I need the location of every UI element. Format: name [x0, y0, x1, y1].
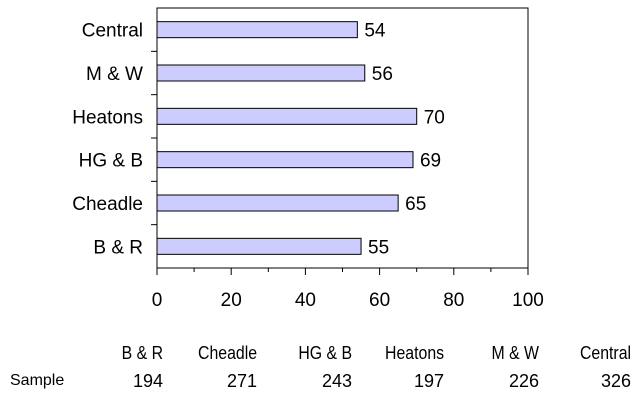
plot-area-frame [156, 7, 529, 269]
x-tick-label: 0 [152, 290, 163, 311]
x-tick-label: 40 [295, 290, 316, 311]
sample-value: 197 [413, 371, 444, 391]
bars-group: 54 56 70 69 65 55 [156, 21, 445, 258]
bar [156, 237, 362, 255]
bar [156, 151, 414, 169]
sample-column-header: Central [579, 343, 631, 363]
category-labels-group: Central M & W Heatons HG & B Cheadle B & R [72, 21, 157, 258]
category-label: B & R [93, 237, 143, 258]
data-label: 69 [420, 151, 441, 172]
category-label: M & W [86, 64, 143, 85]
sample-value: 194 [132, 371, 163, 391]
sample-value: 226 [508, 371, 539, 391]
x-tick-label: 60 [369, 290, 390, 311]
category-label: HG & B [79, 151, 143, 172]
sample-row-label: Sample [10, 372, 65, 389]
category-label: Central [82, 21, 143, 42]
sample-column-header: Cheadle [197, 343, 257, 363]
data-label: 54 [364, 21, 386, 42]
sample-table: Sample B & R 194 Cheadle 271 HG & B 243 Heaton… [0, 340, 642, 398]
bar-chart: 54 56 70 69 65 55 Central M & W Heatons HG & B Ch… [72, 7, 544, 311]
data-label: 56 [372, 64, 393, 85]
sample-value: 243 [321, 371, 352, 391]
x-tick-label: 100 [512, 290, 544, 311]
data-label: 70 [424, 107, 445, 128]
x-tick-label: 20 [221, 290, 242, 311]
sample-column-header: B & R [121, 343, 163, 363]
bar [156, 107, 418, 125]
sample-value: 271 [226, 371, 257, 391]
category-label: Cheadle [72, 194, 143, 215]
sample-column-header: HG & B [298, 343, 352, 363]
bar [156, 21, 358, 39]
bar [156, 194, 399, 212]
category-label: Heatons [72, 107, 143, 128]
data-label: 55 [368, 237, 389, 258]
x-axis-ticks-group: 0 20 40 60 80 100 [152, 268, 544, 311]
sample-column-header: M & W [491, 343, 539, 363]
sample-column-header: Heatons [384, 343, 444, 363]
data-label: 65 [405, 194, 426, 215]
sample-value: 326 [600, 371, 631, 391]
x-tick-label: 80 [443, 290, 464, 311]
bar [156, 64, 366, 82]
